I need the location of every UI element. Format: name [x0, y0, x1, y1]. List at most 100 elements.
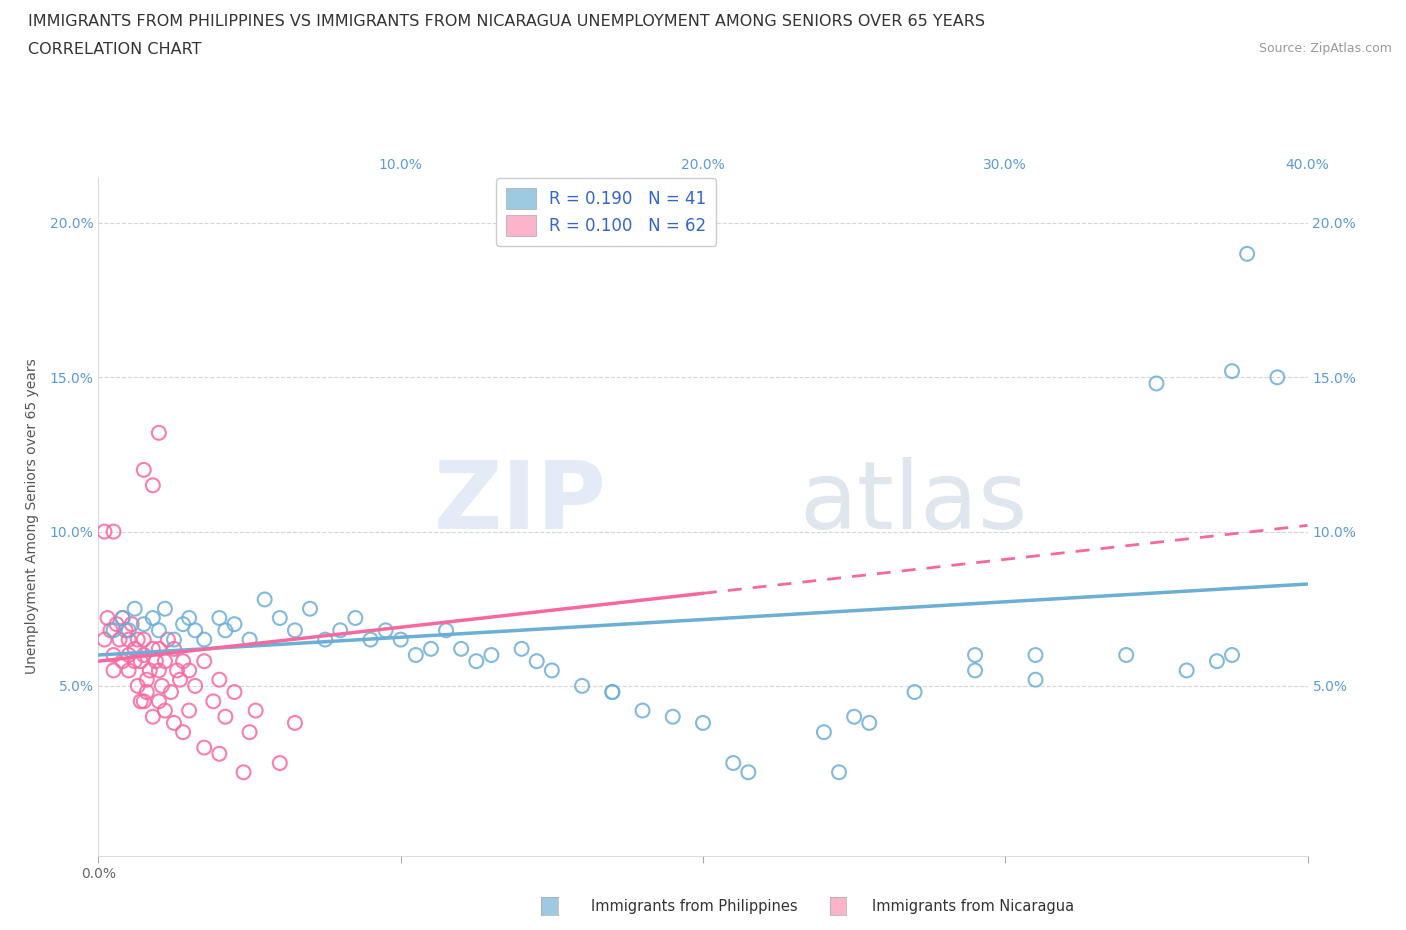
- Point: [1115, 647, 1137, 662]
- Point: [111, 654, 134, 669]
- Point: [135, 672, 157, 687]
- Point: [202, 694, 225, 709]
- Point: [103, 525, 125, 539]
- Point: [132, 647, 155, 662]
- Point: [118, 647, 141, 662]
- Point: [314, 632, 336, 647]
- Point: [284, 715, 307, 730]
- Point: [510, 642, 533, 657]
- Point: [153, 654, 176, 669]
- Point: [965, 647, 987, 662]
- Y-axis label: Unemployment Among Seniors over 65 years: Unemployment Among Seniors over 65 years: [24, 358, 38, 674]
- Point: [344, 611, 367, 626]
- Point: [828, 764, 851, 779]
- Point: [150, 679, 173, 694]
- Point: [1267, 370, 1289, 385]
- Point: [132, 617, 155, 631]
- Point: [299, 602, 322, 617]
- Point: [965, 663, 987, 678]
- Point: [96, 611, 118, 626]
- Point: [179, 611, 201, 626]
- Point: [723, 755, 745, 770]
- Point: [129, 694, 152, 709]
- Point: [245, 703, 267, 718]
- Point: [193, 740, 215, 755]
- Point: [148, 623, 170, 638]
- Point: [132, 632, 155, 647]
- Point: [160, 684, 183, 699]
- Text: Immigrants from Philippines: Immigrants from Philippines: [591, 899, 797, 914]
- Point: [118, 623, 141, 638]
- Point: [1175, 663, 1198, 678]
- Point: [737, 764, 759, 779]
- Point: [127, 632, 149, 647]
- Point: [224, 617, 246, 631]
- Point: [148, 694, 170, 709]
- Point: [269, 611, 291, 626]
- Point: [269, 755, 291, 770]
- Point: [93, 632, 115, 647]
- Point: [142, 642, 165, 657]
- Point: [142, 611, 165, 626]
- Point: [163, 715, 186, 730]
- Point: [374, 623, 396, 638]
- Point: [148, 425, 170, 440]
- Point: [434, 623, 457, 638]
- Point: [142, 710, 165, 724]
- Point: [172, 724, 194, 739]
- Point: [153, 703, 176, 718]
- Point: [163, 642, 186, 657]
- Point: [129, 654, 152, 669]
- Point: [145, 654, 167, 669]
- Point: [124, 642, 146, 657]
- Point: [329, 623, 352, 638]
- Point: [163, 632, 186, 647]
- Point: [662, 710, 685, 724]
- Point: [208, 611, 231, 626]
- Point: [1024, 672, 1046, 687]
- Point: [179, 703, 201, 718]
- Point: [405, 647, 427, 662]
- Point: [1144, 376, 1167, 391]
- Point: [124, 602, 146, 617]
- Point: [526, 654, 548, 669]
- Point: [1220, 364, 1243, 379]
- Point: [253, 592, 276, 607]
- Point: [118, 632, 141, 647]
- Point: [284, 623, 307, 638]
- Point: [360, 632, 382, 647]
- Point: [184, 679, 207, 694]
- Point: [124, 654, 146, 669]
- Point: [208, 672, 231, 687]
- Point: [465, 654, 488, 669]
- Point: [105, 617, 128, 631]
- Point: [904, 684, 927, 699]
- Point: [103, 647, 125, 662]
- Point: [1024, 647, 1046, 662]
- Point: [103, 663, 125, 678]
- Point: [148, 663, 170, 678]
- Point: [214, 623, 236, 638]
- Point: [1236, 246, 1258, 261]
- Point: [93, 525, 115, 539]
- Point: [166, 663, 188, 678]
- Point: [103, 623, 125, 638]
- Text: ZIP: ZIP: [433, 457, 606, 549]
- Point: [571, 679, 593, 694]
- Point: [389, 632, 412, 647]
- Point: [239, 724, 262, 739]
- Point: [111, 611, 134, 626]
- Point: [132, 694, 155, 709]
- Point: [172, 654, 194, 669]
- Point: [169, 672, 191, 687]
- Point: [100, 623, 122, 638]
- Point: [153, 602, 176, 617]
- Point: [420, 642, 443, 657]
- Text: Immigrants from Nicaragua: Immigrants from Nicaragua: [872, 899, 1074, 914]
- Text: IMMIGRANTS FROM PHILIPPINES VS IMMIGRANTS FROM NICARAGUA UNEMPLOYMENT AMONG SENI: IMMIGRANTS FROM PHILIPPINES VS IMMIGRANT…: [28, 14, 986, 29]
- Point: [481, 647, 503, 662]
- Point: [450, 642, 472, 657]
- Point: [135, 684, 157, 699]
- Point: [156, 632, 179, 647]
- Point: [193, 654, 215, 669]
